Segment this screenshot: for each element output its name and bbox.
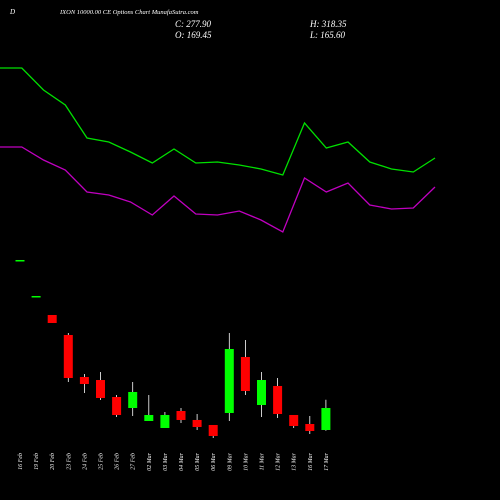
x-tick-label: 23 Feb (66, 453, 72, 470)
close-label: C: 277.90 (175, 19, 212, 29)
high-label: H: 318.35 (309, 19, 347, 29)
candle-body (96, 380, 105, 398)
x-tick-label: 25 Feb (99, 453, 105, 470)
x-tick-label: 12 Mar (276, 452, 282, 470)
x-tick-label: 13 Mar (292, 452, 298, 470)
chart-title-prefix: D (9, 8, 15, 16)
x-tick-label: 16 Mar (308, 452, 314, 470)
open-label: O: 169.45 (175, 30, 212, 40)
x-tick-label: 04 Mar (178, 452, 185, 470)
candle-body (112, 397, 122, 415)
candle-body (176, 410, 186, 420)
x-tick-label: 09 Mar (227, 452, 233, 470)
x-tick-label: 03 Mar (163, 452, 169, 470)
candle-body (192, 419, 202, 428)
candle-body (240, 357, 250, 391)
x-tick-label: 02 Mar (147, 452, 153, 470)
x-tick-label: 05 Mar (195, 452, 201, 470)
x-tick-label: 27 Feb (131, 453, 137, 470)
candle-body (224, 348, 234, 413)
candle-body (305, 423, 315, 431)
candle-body (31, 295, 41, 298)
candle-body (63, 334, 73, 378)
candle-body (144, 414, 154, 421)
x-tick-label: 06 Mar (211, 452, 217, 470)
x-tick-label: 26 Feb (115, 453, 121, 470)
candle-body (321, 407, 331, 430)
x-tick-label: 10 Mar (243, 452, 249, 470)
candle-body (15, 259, 25, 262)
x-tick-label: 24 Feb (81, 453, 88, 470)
indicator-line (0, 146, 436, 233)
candle-body (208, 424, 218, 436)
candle-body (257, 380, 266, 405)
low-label: L: 165.60 (309, 30, 346, 40)
indicator-line (0, 67, 436, 176)
candle-body (47, 314, 57, 323)
x-tick-label: 17 Mar (324, 452, 330, 470)
candle-body (273, 385, 283, 414)
x-tick-label: 20 Feb (50, 453, 56, 470)
candle-body (128, 391, 138, 408)
x-tick-label: 11 Mar (260, 452, 266, 470)
candle-body (79, 377, 89, 385)
candle-body (160, 414, 170, 428)
x-tick-label: 19 Feb (34, 453, 40, 470)
candle-body (289, 414, 299, 426)
x-tick-label: 16 Feb (18, 453, 24, 470)
chart-title: IXON 10000.00 CE Options Chart MunafaSut… (59, 9, 199, 16)
